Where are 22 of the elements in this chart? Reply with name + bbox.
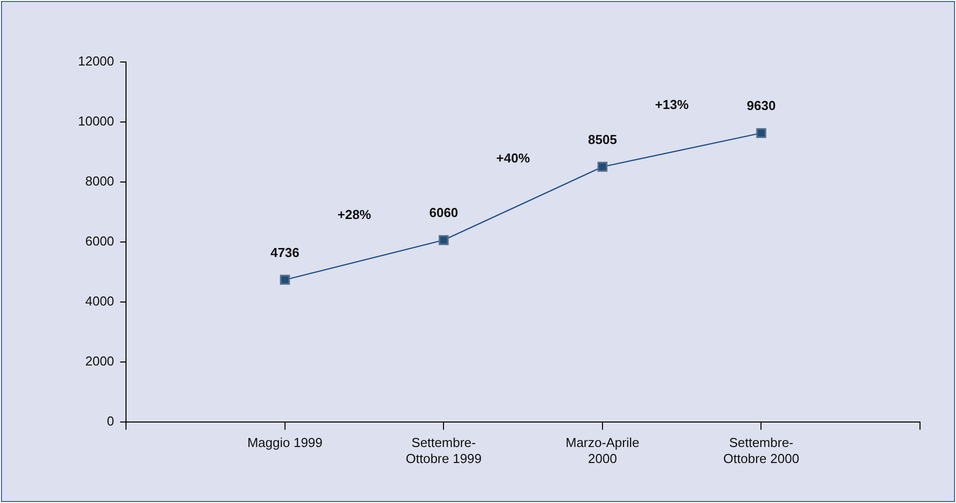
point: [438, 235, 449, 246]
y-tick-label: 2000: [85, 353, 114, 368]
point: [597, 162, 608, 172]
y-tick-label: 8000: [85, 174, 114, 189]
point: [280, 274, 290, 285]
data-label: 6060: [429, 205, 458, 220]
annotation: +13%: [655, 97, 690, 112]
data-label: 8505: [588, 132, 617, 147]
y-tick-label: 12000: [78, 54, 114, 69]
point: [756, 128, 766, 138]
y-tick-label: 10000: [78, 114, 114, 129]
annotation: +28%: [337, 207, 372, 222]
y-tick-label: 6000: [85, 233, 114, 248]
x-tick-label: Marzo-Aprile 2000: [566, 435, 640, 466]
y-tick-label: 4000: [85, 293, 114, 308]
y-tick-label: 0: [106, 413, 114, 428]
data-label: 9630: [746, 98, 776, 114]
x-tick-label: Settembre- Ottobre 2000: [723, 435, 800, 466]
x-tick-label: Settembre- Ottobre 1999: [406, 435, 482, 466]
annotation: +40%: [496, 150, 530, 166]
x-tick-label: Maggio 1999: [247, 435, 323, 450]
data-label: 4736: [270, 244, 300, 260]
